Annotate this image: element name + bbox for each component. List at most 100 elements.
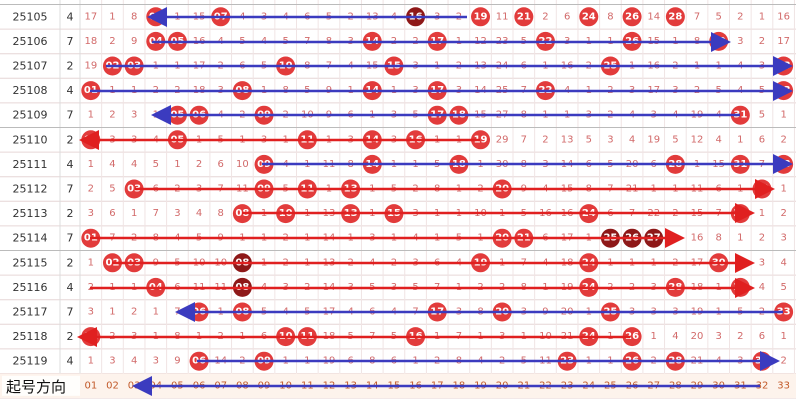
miss-count: 1 bbox=[109, 307, 115, 318]
miss-count: 2 bbox=[131, 307, 137, 318]
number-ball bbox=[471, 130, 491, 150]
ball-number: 28 bbox=[668, 11, 682, 22]
miss-count: 3 bbox=[131, 110, 137, 121]
period: 25113 bbox=[13, 207, 48, 220]
miss-count: 2 bbox=[780, 356, 786, 367]
number-ball bbox=[471, 7, 491, 27]
number-ball bbox=[774, 302, 794, 322]
miss-count: 1 bbox=[174, 159, 180, 170]
miss-count: 1 bbox=[759, 208, 765, 219]
miss-count: 3 bbox=[88, 208, 94, 219]
miss-count: 4 bbox=[109, 159, 115, 170]
miss-count: 3 bbox=[780, 233, 786, 244]
miss-count: 3 bbox=[109, 356, 115, 367]
miss-count: 1 bbox=[109, 11, 115, 22]
miss-count: 7 bbox=[153, 208, 159, 219]
number-ball bbox=[579, 7, 599, 27]
number-ball bbox=[622, 7, 642, 27]
miss-count: 1 bbox=[88, 159, 94, 170]
miss-count: 2 bbox=[542, 134, 548, 145]
count: 2 bbox=[67, 256, 74, 269]
count: 4 bbox=[67, 158, 74, 171]
miss-count: 19 bbox=[647, 134, 660, 145]
miss-count: 8 bbox=[715, 233, 721, 244]
direction-arrows bbox=[77, 7, 793, 396]
miss-count: 4 bbox=[759, 282, 765, 293]
period: 25117 bbox=[13, 306, 48, 319]
miss-count: 1 bbox=[88, 110, 94, 121]
miss-count: 5 bbox=[780, 282, 786, 293]
miss-count: 9 bbox=[174, 356, 180, 367]
miss-count: 2 bbox=[759, 36, 765, 47]
miss-count: 6 bbox=[759, 331, 765, 342]
miss-count: 1 bbox=[153, 307, 159, 318]
period: 25115 bbox=[13, 256, 48, 269]
miss-count: 1 bbox=[780, 110, 786, 121]
miss-count: 11 bbox=[496, 11, 509, 22]
miss-count: 7 bbox=[694, 11, 700, 22]
ball-number: 21 bbox=[517, 11, 531, 22]
miss-count: 12 bbox=[691, 134, 704, 145]
miss-count: 17 bbox=[777, 36, 790, 47]
miss-count: 13 bbox=[561, 134, 574, 145]
miss-count: 1 bbox=[88, 257, 94, 268]
miss-count: 6 bbox=[564, 11, 570, 22]
miss-count: 2 bbox=[780, 208, 786, 219]
miss-count: 18 bbox=[84, 36, 97, 47]
period: 25110 bbox=[13, 133, 48, 146]
miss-count: 2 bbox=[737, 331, 743, 342]
miss-count: 8 bbox=[607, 11, 613, 22]
ball-number: 33 bbox=[777, 307, 791, 318]
miss-count: 4 bbox=[715, 134, 721, 145]
ball-number: 26 bbox=[625, 331, 639, 342]
miss-count: 2 bbox=[737, 11, 743, 22]
miss-count: 5 bbox=[153, 159, 159, 170]
miss-count: 5 bbox=[715, 11, 721, 22]
miss-count: 17 bbox=[84, 11, 97, 22]
count: 7 bbox=[67, 183, 74, 196]
miss-count: 5 bbox=[672, 134, 678, 145]
miss-count: 1 bbox=[759, 11, 765, 22]
miss-count: 1 bbox=[780, 331, 786, 342]
miss-count: 4 bbox=[629, 134, 635, 145]
miss-count: 3 bbox=[153, 356, 159, 367]
count: 7 bbox=[67, 232, 74, 245]
miss-count: 1 bbox=[131, 208, 137, 219]
column-label: 02 bbox=[106, 380, 119, 391]
ball-number: 24 bbox=[582, 11, 596, 22]
number-ball bbox=[514, 7, 534, 27]
miss-count: 2 bbox=[759, 233, 765, 244]
count: 2 bbox=[67, 60, 74, 73]
period: 25106 bbox=[13, 35, 48, 48]
miss-count: 4 bbox=[780, 257, 786, 268]
number-ball bbox=[730, 105, 750, 125]
period: 25112 bbox=[13, 183, 48, 196]
period: 25105 bbox=[13, 10, 48, 23]
column-label: 33 bbox=[777, 380, 790, 391]
count: 4 bbox=[67, 355, 74, 368]
miss-count: 6 bbox=[218, 159, 224, 170]
count: 7 bbox=[67, 35, 74, 48]
miss-count: 2 bbox=[780, 134, 786, 145]
miss-count: 3 bbox=[174, 208, 180, 219]
miss-count: 5 bbox=[109, 184, 115, 195]
count: 4 bbox=[67, 84, 74, 97]
count: 2 bbox=[67, 330, 74, 343]
miss-count: 2 bbox=[88, 184, 94, 195]
miss-count: 16 bbox=[777, 11, 790, 22]
miss-count: 4 bbox=[196, 208, 202, 219]
miss-count: 7 bbox=[521, 134, 527, 145]
count: 7 bbox=[67, 306, 74, 319]
miss-count: 4 bbox=[672, 331, 678, 342]
miss-count: 14 bbox=[647, 11, 660, 22]
miss-count: 3 bbox=[715, 331, 721, 342]
miss-count: 4 bbox=[131, 356, 137, 367]
period: 25107 bbox=[13, 60, 48, 73]
miss-count: 19 bbox=[84, 61, 97, 72]
number-ball bbox=[665, 7, 685, 27]
miss-count: 6 bbox=[759, 134, 765, 145]
period: 25119 bbox=[13, 355, 48, 368]
miss-count: 29 bbox=[496, 134, 509, 145]
ball-number: 26 bbox=[625, 11, 639, 22]
